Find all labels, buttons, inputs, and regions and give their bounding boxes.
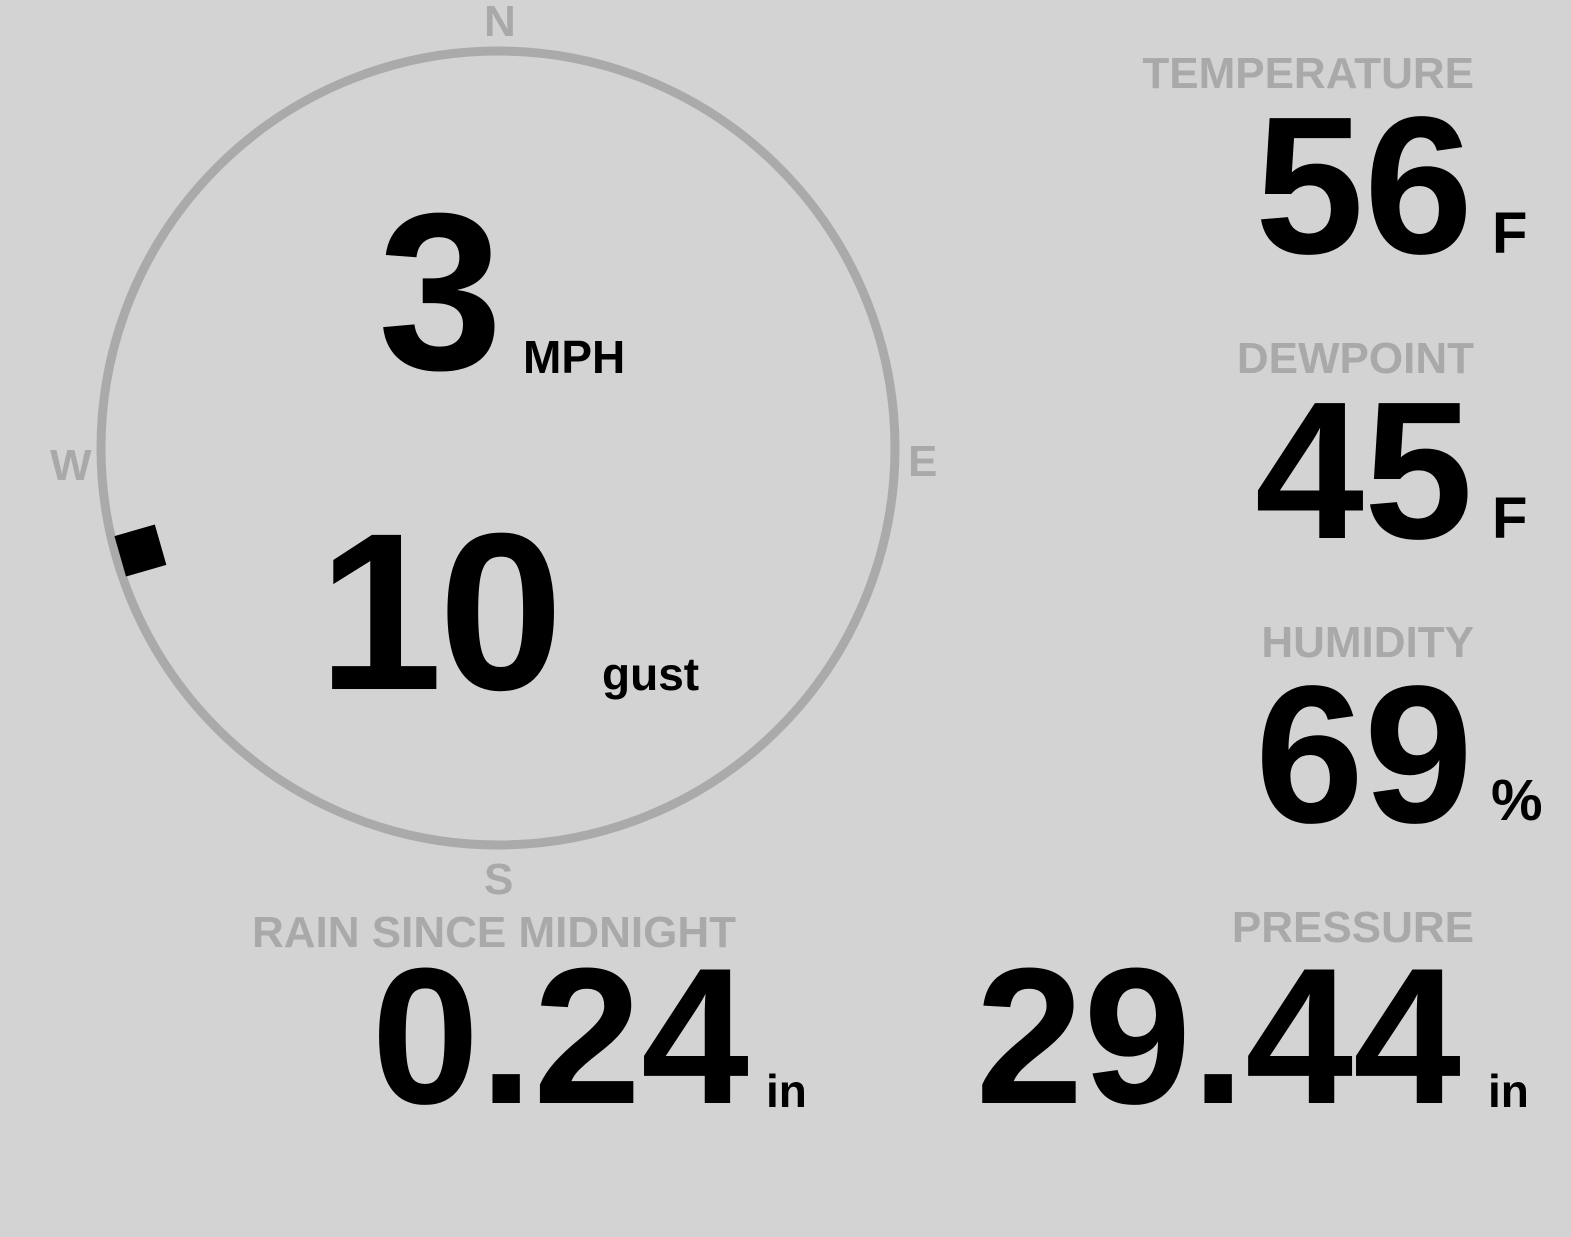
humidity-label: HUMIDITY: [1261, 618, 1474, 667]
temperature-value: 56: [1254, 76, 1473, 295]
humidity-unit: %: [1491, 768, 1543, 833]
rain-label: RAIN SINCE MIDNIGHT: [252, 908, 736, 957]
humidity-value: 69: [1254, 645, 1473, 864]
wind-speed-value: 3: [378, 167, 503, 417]
dewpoint-label: DEWPOINT: [1236, 334, 1474, 383]
dewpoint-value: 45: [1254, 361, 1473, 580]
wind-gust-value: 10: [318, 487, 563, 737]
wind-compass: [96, 46, 900, 850]
compass-n: N: [484, 0, 516, 46]
pressure-unit: in: [1488, 1065, 1529, 1117]
wind-direction-marker: [114, 524, 167, 577]
compass-ring: [96, 46, 900, 850]
temperature-unit: F: [1492, 201, 1528, 266]
wind-speed-unit: MPH: [523, 331, 626, 383]
pressure-value: 29.44: [975, 928, 1461, 1145]
temperature-label: TEMPERATURE: [1142, 49, 1474, 98]
compass-e: E: [908, 437, 938, 486]
dewpoint-unit: F: [1492, 486, 1528, 551]
rain-value: 0.24: [371, 928, 749, 1145]
compass-s: S: [484, 855, 514, 904]
compass-w: W: [50, 441, 92, 490]
wind-gust-unit: gust: [602, 648, 700, 700]
rain-unit: in: [766, 1065, 807, 1117]
pressure-label: PRESSURE: [1231, 903, 1474, 952]
